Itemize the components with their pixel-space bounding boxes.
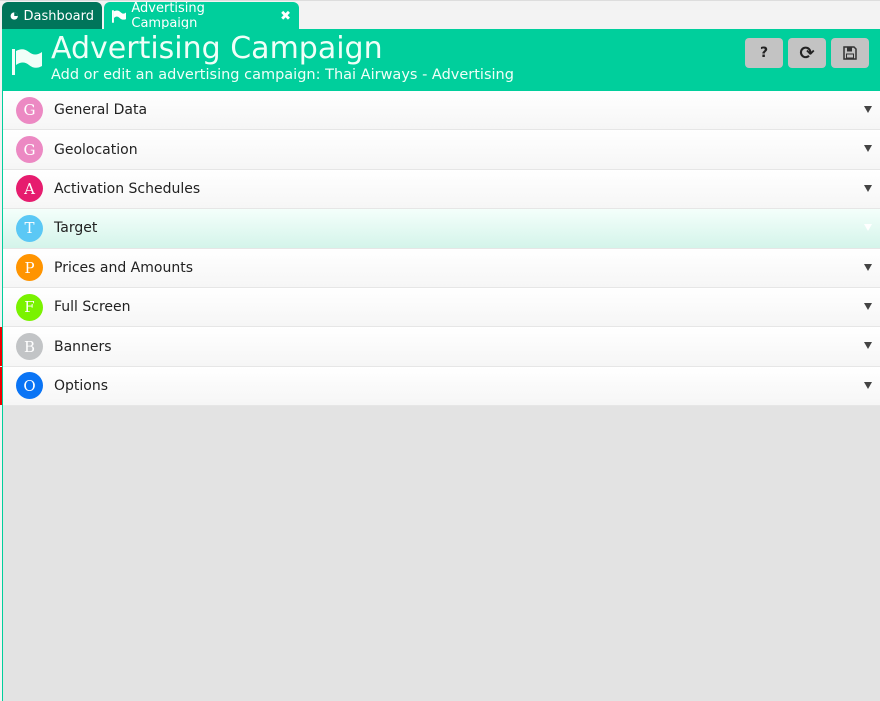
section-label: Full Screen [54,299,131,316]
caret-down-icon[interactable] [864,145,872,153]
flag-icon [12,49,42,75]
section-letter-badge: O [16,372,43,400]
page-title: Advertising Campaign [51,31,383,66]
flag-icon [112,9,127,23]
section-letter-badge: P [16,254,43,282]
caret-down-icon[interactable] [864,381,872,389]
accordion-section-geolocation[interactable]: G Geolocation [3,130,880,170]
accordion-section-options[interactable]: O Options [0,366,880,407]
tab-bar: Dashboard Advertising Campaign ✖ [0,0,880,31]
pie-chart-icon [10,12,18,20]
save-button[interactable] [831,38,869,68]
accordion-section-prices-and-amounts[interactable]: P Prices and Amounts [3,248,880,288]
tab-advertising-campaign[interactable]: Advertising Campaign ✖ [104,1,299,31]
section-letter-badge: B [16,333,43,361]
save-icon [843,46,857,60]
caret-down-icon[interactable] [864,263,872,271]
main-panel: Advertising Campaign Add or edit an adve… [0,29,880,701]
help-button[interactable]: ? [745,38,783,68]
caret-down-icon[interactable] [864,184,872,192]
section-letter-badge: F [16,293,43,321]
accordion-section-activation-schedules[interactable]: A Activation Schedules [3,169,880,210]
accordion-section-banners[interactable]: B Banners [0,327,880,367]
caret-down-icon[interactable] [864,224,872,232]
close-icon[interactable]: ✖ [280,8,291,24]
accordion-section-general-data[interactable]: G General Data [3,91,880,131]
section-label: Activation Schedules [54,180,201,197]
section-letter-badge: T [16,214,43,242]
section-letter-badge: A [16,175,43,203]
section-label: Banners [54,338,112,355]
caret-down-icon[interactable] [864,302,872,310]
page-subtitle: Add or edit an advertising campaign: Tha… [51,67,514,83]
section-label: Prices and Amounts [54,259,193,276]
section-label: Geolocation [54,141,138,158]
section-letter-badge: G [16,96,43,124]
section-list: G General Data G Geolocation A Activation Sch… [0,91,880,407]
accordion-section-full-screen[interactable]: F Full Screen [3,287,880,328]
section-label: Target [54,220,98,237]
refresh-button[interactable]: ⟳ [788,38,826,68]
caret-down-icon[interactable] [864,106,872,113]
tab-label: Advertising Campaign [131,1,205,31]
page-header: Advertising Campaign Add or edit an adve… [3,29,880,91]
section-label: General Data [54,102,148,119]
accordion-section-target[interactable]: T Target [3,209,880,249]
tab-label: Dashboard [23,8,94,24]
section-letter-badge: G [16,136,43,164]
tab-dashboard[interactable]: Dashboard [2,2,102,30]
caret-down-icon[interactable] [864,342,872,350]
section-label: Options [54,377,109,394]
help-icon: ? [759,45,769,61]
refresh-icon: ⟳ [799,42,815,64]
